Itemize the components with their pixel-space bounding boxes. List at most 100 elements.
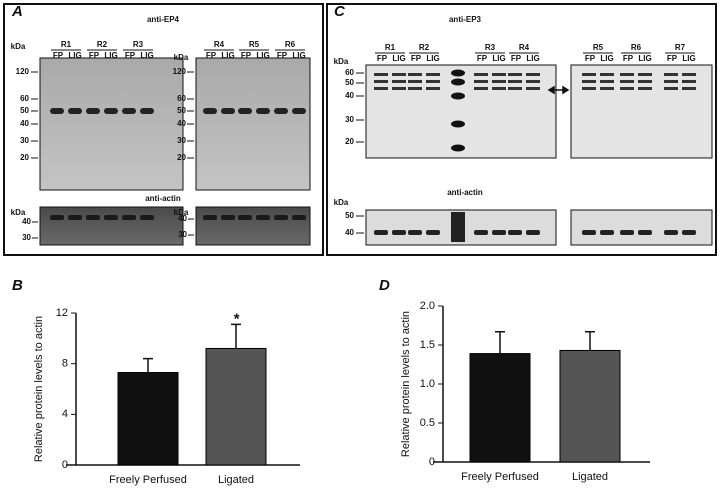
panel-label: A [11,3,23,20]
marker-label: 40 [345,228,354,237]
lane-label: LIG [104,51,117,60]
marker-label: 20 [20,153,29,162]
group-label: R2 [419,43,430,52]
panel-frame [326,3,717,256]
y-tick-label: 1.5 [420,339,435,351]
band [374,87,388,90]
y-tick-label: 0 [62,459,68,471]
lane-label: LIG [392,54,405,63]
ladder-band [451,78,465,86]
unit-label: kDa [11,42,26,51]
band [50,215,64,220]
band [238,108,252,114]
group-label: R6 [631,43,642,52]
band [664,87,678,90]
band [582,87,596,90]
group-label: R5 [593,43,604,52]
band [582,230,596,235]
marker-label: 50 [177,106,186,115]
band [221,215,235,220]
lane-label: LIG [526,54,539,63]
group-label: R2 [97,40,108,49]
band [474,87,488,90]
y-tick-label: 0.5 [420,417,435,429]
ladder-band [451,69,465,77]
band [600,73,614,76]
group-label: R1 [61,40,72,49]
marker-label: 50 [345,211,354,220]
group-label: R6 [285,40,296,49]
error-bar [585,330,595,351]
group-label: R5 [249,40,260,49]
ladder-band [451,92,465,100]
bar [469,353,531,463]
band [374,80,388,83]
band [526,230,540,235]
band [392,73,406,76]
lane-label: FP [125,51,136,60]
lane-label: FP [89,51,100,60]
lane-label: FP [511,54,522,63]
band [492,80,506,83]
panel-label: D [379,277,390,294]
marker-label: 50 [20,106,29,115]
lane-label: FP [241,51,252,60]
marker-label: 40 [345,91,354,100]
ladder-band [451,212,465,242]
group-label: R7 [675,43,686,52]
band [140,108,154,114]
band [620,80,634,83]
band [582,73,596,76]
marker-label: 40 [177,119,186,128]
band [426,73,440,76]
bar [205,347,267,466]
error-bar [143,357,153,373]
annotation: * [233,310,240,327]
band [526,87,540,90]
unit-label: kDa [11,208,26,217]
lane-label: LIG [292,51,305,60]
marker-label: 40 [178,214,187,223]
lane-label: FP [206,51,217,60]
lane-label: FP [585,54,596,63]
band [68,215,82,220]
bar [559,349,621,463]
band [682,230,696,235]
x-tick-label: Freely Perfused [461,471,539,483]
marker-label: 120 [173,67,187,76]
lane-label: FP [411,54,422,63]
band [392,230,406,235]
marker-label: 40 [20,119,29,128]
marker-label: 60 [177,94,186,103]
band [526,73,540,76]
band [274,215,288,220]
band [620,87,634,90]
lane-label: LIG [426,54,439,63]
band [104,215,118,220]
band [122,215,136,220]
blot [570,64,713,159]
group-label: R1 [385,43,396,52]
error-bar [231,323,241,349]
panel-label: B [12,277,23,294]
band [238,215,252,220]
group-label: R3 [485,43,496,52]
band [203,215,217,220]
panel-label: C [334,3,346,20]
blot [570,209,713,246]
y-axis-label: Relative protein levels to actin [33,316,45,462]
antibody-label: anti-EP3 [449,15,482,24]
band [492,87,506,90]
group-label: R4 [214,40,225,49]
band [474,230,488,235]
lane-label: LIG [492,54,505,63]
lane-label: LIG [682,54,695,63]
blot [39,206,184,246]
band [256,108,270,114]
unit-label: kDa [334,198,349,207]
band [426,230,440,235]
y-axis-label: Relative protein levels to actin [400,311,412,457]
band [140,215,154,220]
unit-label: kDa [174,53,189,62]
marker-label: 30 [177,136,186,145]
